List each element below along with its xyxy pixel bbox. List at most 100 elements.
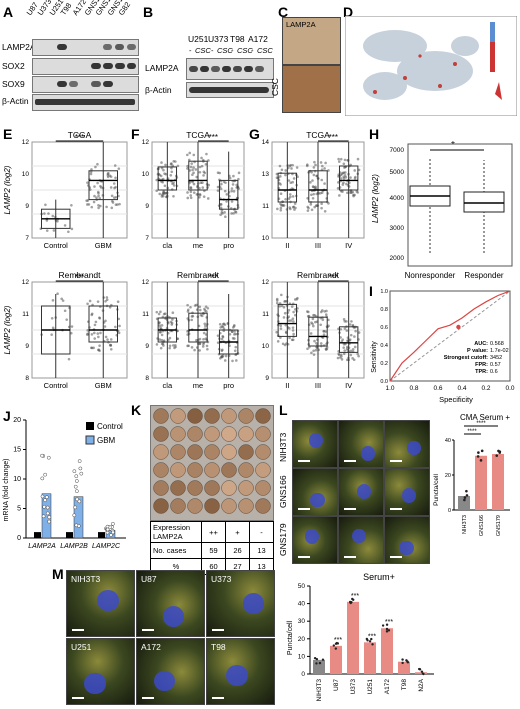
y-tick-label: 0.8 — [380, 307, 388, 313]
bar — [364, 642, 376, 674]
data-point — [164, 163, 167, 167]
data-point — [97, 203, 100, 207]
ihc-image: LAMP2A — [282, 17, 341, 65]
x-tick-label: Responder — [464, 271, 503, 280]
panel-label-a: A — [3, 4, 14, 20]
data-point — [98, 316, 101, 319]
data-point — [161, 180, 164, 184]
data-point — [289, 195, 292, 199]
data-point — [284, 330, 288, 334]
box — [308, 316, 328, 347]
fluorescence-image — [292, 420, 338, 468]
x-tick-label: Nonresponder — [405, 271, 456, 280]
data-point — [96, 162, 99, 166]
panel-label-m: M — [52, 566, 64, 582]
box — [338, 326, 359, 353]
data-point — [311, 179, 314, 182]
data-point — [97, 192, 100, 195]
x-tick-label: IV — [345, 241, 352, 250]
data-point — [155, 189, 158, 193]
data-point — [40, 476, 45, 481]
image-row-label: GNS179 — [278, 523, 288, 556]
data-point — [232, 212, 235, 215]
data-point — [114, 325, 117, 329]
y-tick-label: 20 — [445, 473, 451, 479]
data-point — [72, 469, 77, 474]
data-point — [109, 338, 113, 341]
tma-core — [187, 498, 203, 514]
tma-core — [170, 480, 186, 496]
sub-label: - — [251, 46, 254, 55]
data-point — [477, 451, 480, 454]
tile-label: T98 — [211, 642, 226, 652]
data-point — [50, 333, 53, 336]
tile-label: A172 — [141, 642, 161, 652]
x-axis-label: Specificity — [439, 395, 473, 404]
x-tick-label: Control — [44, 381, 69, 390]
tma-core — [170, 498, 186, 514]
data-point — [319, 161, 323, 164]
box — [88, 305, 118, 343]
data-point — [220, 182, 223, 186]
data-point — [354, 329, 357, 333]
y-tick-label: 11 — [22, 311, 29, 318]
fluorescence-image: U251 — [66, 638, 135, 705]
data-point — [188, 151, 192, 155]
data-point — [216, 334, 220, 337]
data-point — [312, 349, 315, 353]
data-point — [105, 205, 108, 209]
data-point — [94, 165, 97, 169]
data-point — [176, 337, 180, 340]
data-point — [203, 171, 207, 175]
data-point — [320, 206, 323, 210]
expression-table: Expression LAMP2A ++ + - No. cases 59 26… — [150, 521, 274, 575]
data-point — [190, 315, 194, 318]
data-point — [295, 166, 299, 169]
y-tick-label: 9 — [25, 203, 29, 210]
stat-label: FPR: — [475, 362, 488, 368]
plot-title: Rembrandt — [297, 270, 340, 280]
data-point — [207, 159, 210, 162]
data-point — [275, 301, 279, 305]
data-point — [279, 206, 283, 210]
data-point — [160, 323, 164, 327]
data-point — [480, 449, 484, 453]
significance-mark: **** — [476, 421, 486, 427]
data-point — [322, 330, 325, 333]
data-point — [346, 191, 349, 195]
table-cell: 13 — [257, 546, 266, 555]
tile-label: U251 — [71, 642, 92, 652]
data-point — [159, 310, 162, 314]
data-point — [348, 323, 352, 326]
significance-mark: *** — [351, 593, 359, 600]
tma-core — [238, 480, 254, 496]
nucleus — [242, 593, 264, 615]
data-point — [105, 298, 109, 302]
data-point — [86, 329, 89, 332]
table-cell: 26 — [226, 543, 250, 558]
data-point — [234, 359, 238, 362]
data-point — [314, 320, 317, 324]
significance-mark: *** — [368, 633, 376, 640]
y-axis-label: Sensitivity — [371, 341, 378, 373]
x-tick-label: 0.8 — [409, 385, 418, 392]
data-point — [349, 333, 353, 337]
data-point — [279, 192, 283, 196]
y-tick-label: 10 — [22, 171, 30, 178]
data-point — [225, 200, 228, 203]
data-point — [283, 311, 287, 315]
data-point — [202, 195, 206, 198]
data-point — [160, 342, 164, 346]
tma-core — [221, 444, 237, 460]
data-point — [495, 454, 499, 457]
chart-title: Serum+ — [363, 572, 395, 582]
data-point — [43, 212, 46, 215]
data-point — [320, 309, 324, 312]
data-point — [104, 299, 107, 303]
tma-core — [221, 498, 237, 514]
data-point — [206, 306, 210, 310]
data-point — [323, 182, 326, 185]
data-point — [99, 184, 102, 188]
